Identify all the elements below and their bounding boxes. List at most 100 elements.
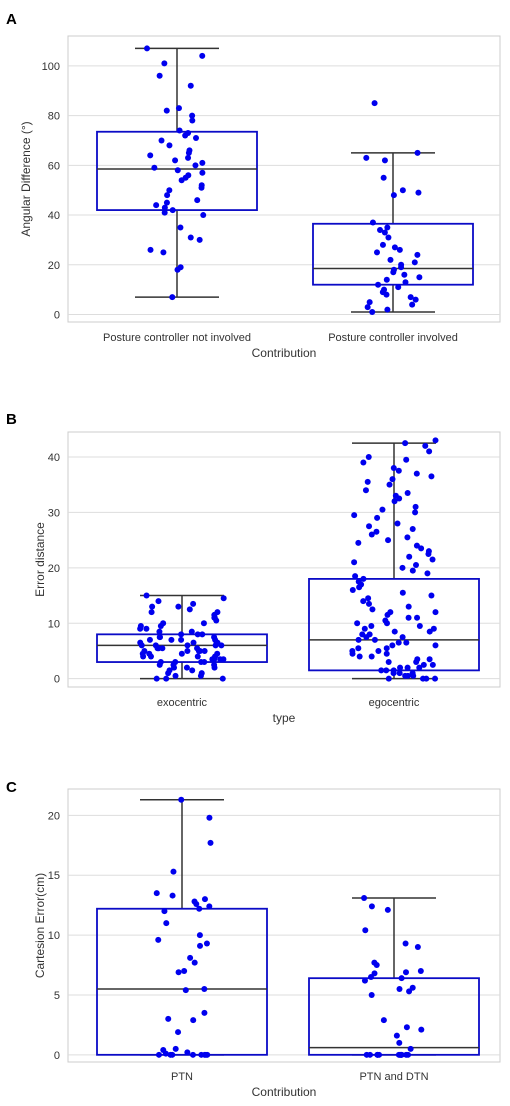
data-point [194,653,201,660]
panel-letter: B [6,411,17,428]
data-point [403,639,410,646]
data-point [151,164,158,171]
data-point [172,672,179,679]
data-point [403,1024,410,1031]
data-point [153,202,160,209]
data-point [432,609,439,616]
data-point [163,920,170,927]
data-point [201,647,208,654]
data-point [390,465,397,472]
data-point [363,154,370,161]
data-point [198,659,205,666]
data-point [414,149,421,156]
data-point [417,968,424,974]
data-point [144,45,151,52]
data-point [396,246,403,253]
data-point [405,614,412,621]
data-point [172,1045,179,1052]
data-point [196,236,203,243]
data-point [378,667,385,674]
data-point [383,650,390,657]
data-point [389,476,396,483]
data-point [399,589,406,596]
data-point [147,653,154,660]
data-point [186,606,193,613]
data-point [412,296,419,303]
data-point [182,987,189,994]
data-point [201,896,208,903]
data-point [191,959,198,966]
data-point [383,645,390,652]
y-tick-label: 0 [54,310,60,322]
data-point [175,969,182,976]
data-point [407,1045,414,1052]
data-point [198,184,205,191]
x-tick-label: Posture controller not involved [103,332,251,344]
points-1 [363,100,423,316]
data-point [169,207,176,214]
data-point [402,279,409,286]
x-axis-label: type [273,711,296,725]
data-point [349,586,356,593]
data-point [187,234,194,241]
data-point [394,520,401,527]
data-point [184,647,191,654]
data-point [199,169,206,176]
panel-letter: C [6,779,17,796]
data-point [416,274,423,281]
data-point [379,506,386,513]
data-point [178,177,185,184]
data-point [200,212,207,219]
data-point [220,595,227,602]
data-point [165,1015,172,1022]
data-point [197,672,204,679]
data-point [184,642,191,649]
data-point [405,603,412,610]
data-point [407,294,414,301]
y-axis-label: Error distance [33,522,47,597]
data-point [374,1051,381,1058]
data-point [362,927,369,934]
data-point [156,72,163,79]
data-point [398,975,405,982]
data-point [383,667,390,674]
data-point [401,271,408,278]
data-point [371,636,378,643]
data-point [197,942,204,949]
data-point [164,192,171,199]
data-point [174,167,181,174]
data-point [190,639,197,646]
data-point [155,598,162,605]
data-point [366,299,373,306]
data-point [165,670,172,677]
x-tick-label: PTN and DTN [359,1071,428,1083]
data-point [185,149,192,156]
data-point [148,609,155,616]
y-tick-label: 20 [48,260,60,272]
data-point [196,647,203,654]
data-point [391,498,398,505]
data-point [349,650,356,657]
data-point [174,266,181,273]
data-point [428,592,435,599]
data-point [168,636,175,643]
data-point [413,659,420,666]
data-point [178,796,185,803]
data-point [381,229,388,236]
data-point [143,592,150,599]
x-axis-label: Contribution [252,1085,317,1099]
data-point [355,636,362,643]
data-point [351,559,358,566]
data-point [399,634,406,641]
panel-a: A 0 20 40 60 80 100 Angular Difference (°) Contr… [6,11,501,360]
data-point [385,234,392,241]
y-tick-label: 10 [48,618,60,630]
y-axis-label: Cartesion Error(cm) [33,873,47,978]
data-point [390,192,397,199]
data-point [419,675,426,682]
y-tick-label: 10 [48,930,60,942]
data-point [384,306,391,313]
data-point [368,623,375,630]
data-point [175,603,182,610]
data-point [391,628,398,635]
